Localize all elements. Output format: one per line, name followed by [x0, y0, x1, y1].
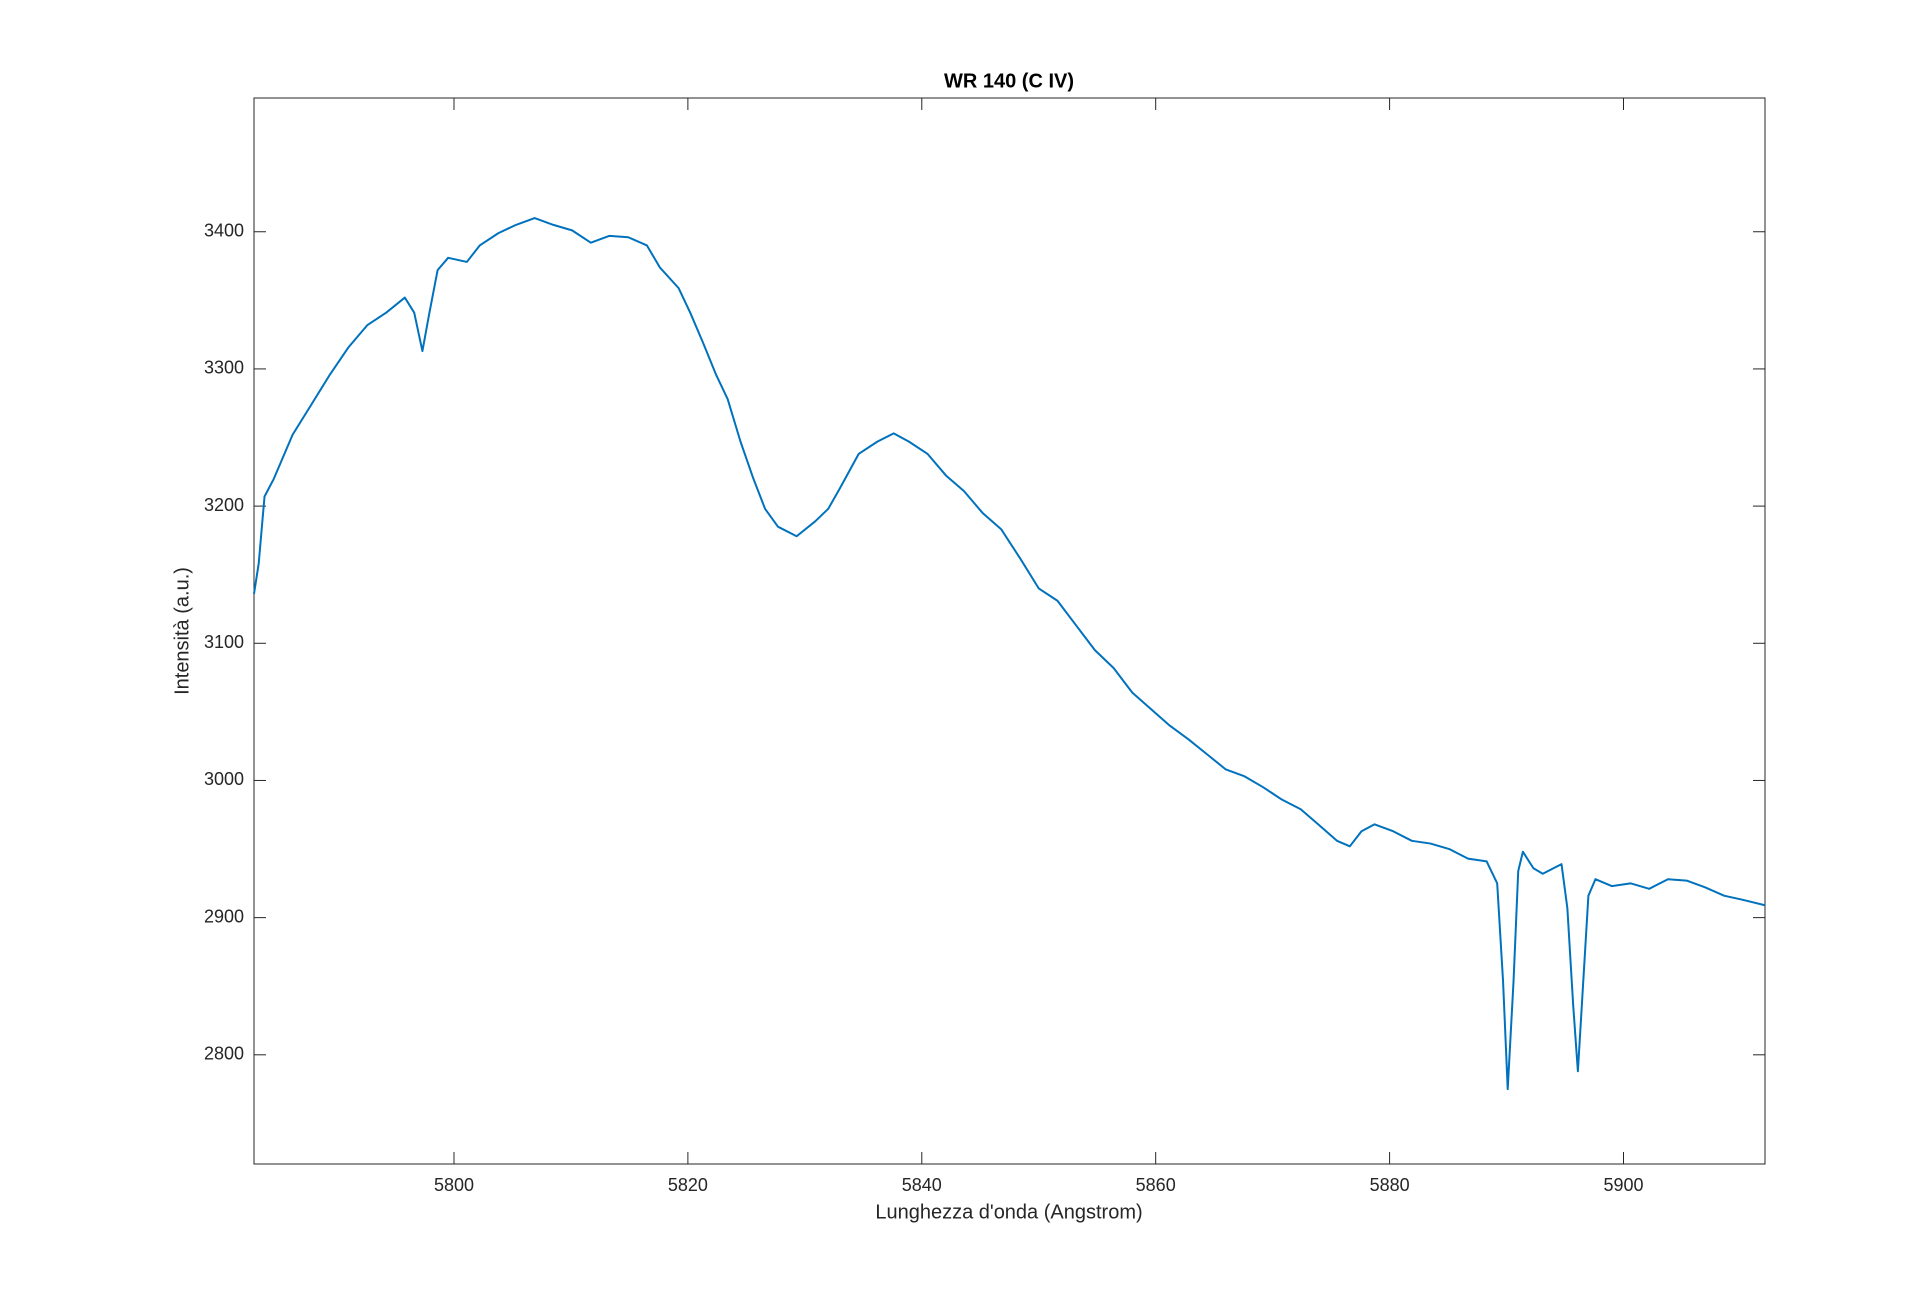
chart-title: WR 140 (C IV): [944, 70, 1074, 92]
y-tick-label: 3100: [204, 632, 244, 652]
x-tick-label: 5820: [668, 1175, 708, 1195]
x-tick-label: 5800: [434, 1175, 474, 1195]
y-tick-label: 3200: [204, 495, 244, 515]
plot-frame: [253, 97, 1766, 1165]
y-tick-label: 2800: [204, 1044, 244, 1064]
x-tick-label: 5860: [1136, 1175, 1176, 1195]
y-tick-label: 3400: [204, 220, 244, 240]
spectrum-line: [253, 217, 1766, 1091]
y-tick-label: 3300: [204, 358, 244, 378]
x-tick-label: 5900: [1603, 1175, 1643, 1195]
x-axis-label: Lunghezza d'onda (Angstrom): [875, 1201, 1142, 1223]
x-tick-label: 5880: [1370, 1175, 1410, 1195]
x-tick-label: 5840: [902, 1175, 942, 1195]
y-axis-label: Intensità (a.u.): [171, 567, 193, 695]
y-tick-label: 3000: [204, 769, 244, 789]
y-tick-label: 2900: [204, 906, 244, 926]
